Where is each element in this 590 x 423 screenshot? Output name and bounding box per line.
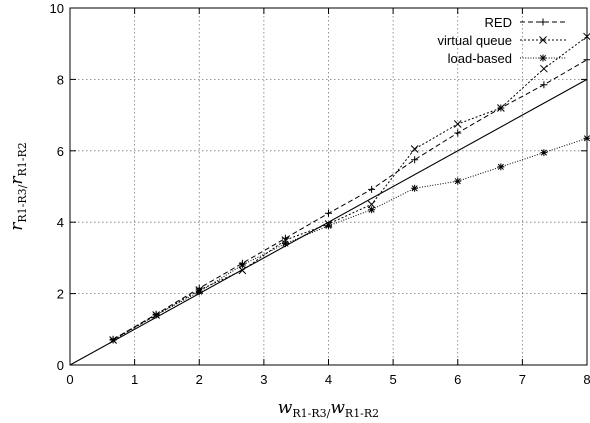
legend: RED virtual queue load-based [438,15,566,66]
y-tick-label: 0 [57,358,64,373]
series-point [453,120,462,128]
series-point [454,177,462,185]
legend-label: virtual queue [438,33,512,48]
x-tick-label: 2 [196,372,203,387]
series-point [368,206,376,214]
y-tick-label: 10 [50,1,64,16]
legend-marker [539,54,547,62]
grid [70,8,587,365]
reference-line [69,78,588,366]
series-point [454,129,462,137]
series-line [112,59,588,340]
legend-label: RED [485,15,512,30]
x-axis-label: wR1-R3/wR1-R2 [278,398,379,420]
x-tick-label: 3 [260,372,267,387]
ticks: 0 1 2 3 4 5 6 7 8 0 2 4 6 8 10 [50,1,590,387]
series-1 [109,32,590,344]
series-point [410,145,419,153]
series-point [281,240,289,248]
legend-marker [539,18,547,26]
series-point [497,163,505,171]
series-0 [109,56,590,343]
x-tick-label: 1 [131,372,138,387]
series-point [281,236,290,244]
y-tick-label: 2 [57,287,64,302]
series-group [109,32,590,344]
legend-marker [539,36,547,44]
x-tick-label: 8 [583,372,590,387]
series-point [411,184,419,192]
y-tick-label: 6 [57,144,64,159]
series-2 [109,134,590,344]
legend-label: load-based [448,51,512,66]
series-line [112,137,588,341]
y-tick-label: 4 [57,215,64,230]
series-point [411,156,419,164]
series-point [109,336,117,344]
series-point [497,104,505,112]
series-point [325,209,332,217]
series-line [112,36,588,341]
y-tick-label: 8 [57,72,64,87]
x-tick-label: 4 [325,372,332,387]
series-point [540,149,548,157]
series-point [152,311,160,319]
series-point [368,185,376,193]
series-point [540,64,548,73]
series-point [238,261,246,269]
series-point [540,81,548,89]
series-point [195,288,203,296]
x-tick-label: 5 [390,372,397,387]
x-tick-label: 0 [66,372,73,387]
x-tick-label: 7 [519,372,526,387]
y-axis-label: rR1-R3/rR1-R2 [7,142,29,231]
reference-line-group [69,78,588,366]
series-point [325,222,332,230]
x-tick-label: 6 [454,372,461,387]
